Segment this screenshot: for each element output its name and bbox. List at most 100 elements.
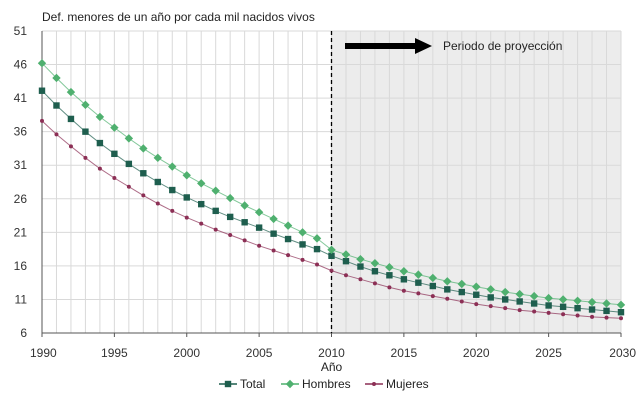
series-mujeres-point [83, 155, 88, 160]
series-hombres-point [356, 254, 365, 264]
series-mujeres-point [315, 262, 320, 267]
series-total-point [559, 303, 567, 311]
legend-hombres-point [285, 379, 295, 389]
series-total-point [226, 213, 234, 221]
x-tick-label: 2010 [318, 346, 345, 360]
series-hombres-point [529, 291, 539, 301]
series-hombres-point [443, 277, 452, 286]
projection-annotation: Periodo de proyección [443, 39, 562, 53]
x-tick-label: 2015 [391, 346, 418, 360]
series-mujeres-point [619, 316, 623, 321]
series-mujeres-point [561, 312, 566, 317]
series-total-point [588, 306, 596, 313]
series-total-point [574, 304, 581, 312]
series-total-point [198, 200, 205, 208]
series-hombres-point [81, 100, 90, 110]
series-total-point [386, 272, 393, 279]
y-axis-label: Def. menores de un año por cada mil naci… [42, 10, 315, 24]
series-total-point [415, 279, 422, 286]
series-hombres-point [298, 228, 307, 237]
series-mujeres-point [430, 294, 435, 299]
series-mujeres-point [329, 268, 334, 273]
series-hombres-point [544, 293, 553, 303]
series-mujeres-point [459, 299, 464, 304]
series-mujeres-point [97, 166, 102, 171]
x-axis-label: Año [321, 360, 343, 374]
x-tick-label: 2000 [173, 346, 200, 360]
series-mujeres-point [503, 306, 508, 311]
series-total-point [255, 224, 263, 231]
series-total-point [429, 282, 437, 290]
series-total-point [270, 230, 277, 237]
series-total-point [82, 128, 89, 135]
series-total-point [458, 288, 465, 296]
series-mujeres-point [445, 296, 450, 301]
x-tick-label: 2025 [535, 346, 562, 360]
legend: Total Hombres Mujeres [219, 377, 429, 391]
y-tick-label: 51 [14, 24, 28, 38]
series-mujeres-point [213, 227, 218, 232]
series-mujeres-point [401, 288, 406, 293]
series-total-point [487, 294, 494, 301]
series-total-point [502, 296, 509, 303]
legend-mujeres-point [372, 382, 376, 386]
series-total-point [530, 300, 538, 307]
series-hombres-point [385, 263, 394, 272]
legend-hombres-label: Hombres [302, 377, 351, 391]
series-hombres-point [573, 296, 582, 305]
y-tick-label: 16 [14, 259, 28, 273]
legend-total-label: Total [240, 377, 265, 391]
series-total-point [183, 194, 190, 201]
series-mujeres-point [590, 314, 595, 319]
series-total-point [603, 307, 610, 315]
x-tick-label: 2005 [246, 346, 273, 360]
x-tick-labels: 1990 1995 2000 2005 2010 2015 2020 2025 2030 [30, 346, 636, 360]
series-total-point [371, 268, 379, 275]
series-total-point [169, 186, 176, 194]
series-hombres-point [558, 295, 568, 304]
series-hombres-point [457, 279, 466, 289]
series-mujeres-point [68, 144, 73, 149]
series-total-point [357, 263, 364, 270]
series-total-point [400, 276, 408, 283]
series-mujeres-point [517, 308, 522, 313]
series-mujeres-point [575, 313, 580, 318]
series-mujeres-point [271, 248, 276, 253]
series-total-point [154, 178, 161, 186]
y-tick-label: 46 [14, 58, 28, 72]
legend-mujeres-label: Mujeres [386, 377, 429, 391]
series-mujeres-point [546, 310, 551, 315]
series-hombres-point [211, 186, 220, 195]
series-total-point [473, 291, 480, 298]
series-hombres-point [197, 179, 206, 188]
series-mujeres-point [155, 201, 160, 206]
series-hombres-point [327, 245, 336, 254]
series-total-point [444, 286, 451, 293]
series-hombres-point [472, 282, 481, 291]
series-mujeres-point [40, 118, 44, 123]
series-total-point [241, 219, 248, 226]
y-tick-label: 6 [20, 326, 27, 340]
series-hombres-point [225, 193, 235, 203]
series-total-point [140, 170, 147, 177]
series-mujeres-point [199, 221, 204, 226]
series-mujeres-point [358, 277, 363, 282]
series-mujeres-point [257, 243, 262, 248]
series-mujeres-point [532, 309, 537, 314]
arrow-head [415, 38, 432, 54]
series-total-point [284, 235, 292, 243]
y-tick-label: 26 [14, 192, 28, 206]
series-total-point [617, 308, 625, 316]
series-mujeres-point [170, 208, 175, 213]
x-tick-label: 1990 [30, 346, 57, 360]
series-mujeres-point [54, 132, 59, 137]
y-tick-label: 31 [14, 158, 28, 172]
series-hombres-point [602, 299, 611, 308]
series-mujeres-point [286, 253, 291, 258]
series-hombres-point [110, 123, 119, 132]
series-mujeres-point [387, 285, 392, 290]
series-hombres-point [587, 297, 597, 307]
series-hombres-point [414, 270, 423, 279]
series-mujeres-point [604, 315, 609, 320]
